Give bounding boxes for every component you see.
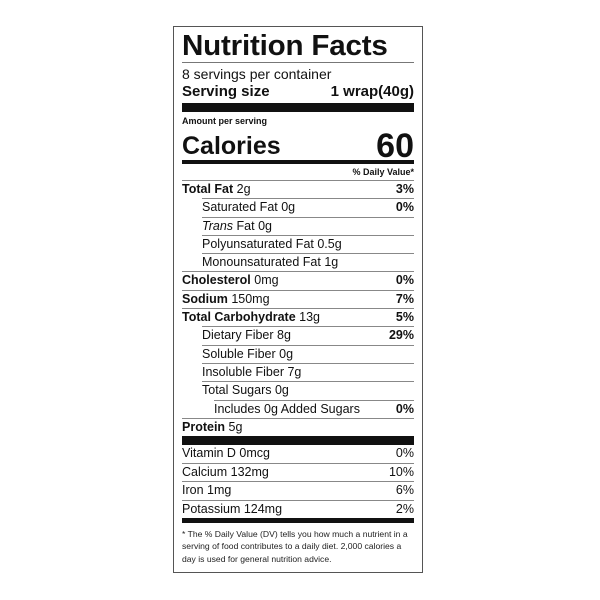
vitamin-dv: 10% <box>388 464 414 479</box>
nutrient-amount: 0g <box>279 346 294 361</box>
nutrient-name: Total Sugars <box>202 383 272 398</box>
nutrient-name: Polyunsaturated Fat <box>202 236 314 251</box>
serving-size-value: 1 wrap(40g) <box>330 83 414 100</box>
nutrient-name: Dietary Fiber <box>202 328 274 343</box>
nutrient-row-protein: Protein 5g <box>182 417 414 436</box>
nutrient-amount: 0g <box>258 218 272 233</box>
nutrient-dv: 29% <box>388 328 414 343</box>
nutrient-amount: 5g <box>228 419 243 434</box>
servings-per-container: 8 servings per container <box>182 66 332 82</box>
vitamin-name: Calcium 132mg <box>182 464 269 479</box>
footnote: * The % Daily Value (DV) tells you how m… <box>182 529 408 564</box>
vitamin-name: Vitamin D 0mcg <box>182 446 270 461</box>
nutrient-row-total-sugars: Total Sugars 0g <box>202 381 414 399</box>
serving-size: Serving size 1 wrap(40g) <box>182 83 414 101</box>
nutrient-amount: 150mg <box>231 291 270 306</box>
nutrient-amount: 0mg <box>254 273 279 288</box>
nutrient-row-trans-fat: Trans Fat 0g <box>202 216 414 235</box>
divider <box>182 62 414 63</box>
nutrient-amount: 7g <box>287 364 302 379</box>
thick-divider <box>182 436 414 446</box>
nutrient-name: Protein <box>182 419 226 434</box>
nutrient-amount: 0g <box>274 383 289 398</box>
nutrient-name: Total Carbohydrate <box>182 310 296 325</box>
calories-value: 60 <box>376 127 414 165</box>
nutrient-amount: 0.5g <box>317 236 342 251</box>
nutrient-name: Monounsaturated Fat <box>202 255 321 270</box>
nutrient-dv: 0% <box>395 200 414 215</box>
nutrient-dv: 5% <box>395 310 414 325</box>
nutrient-row-added-sugars: Includes 0g Added Sugars 0% <box>214 399 414 418</box>
calories-row: Calories 60 <box>182 126 414 165</box>
vitamin-name: Iron 1mg <box>182 483 232 498</box>
vitamin-dv: 0% <box>395 446 414 461</box>
vitamin-row-iron: Iron 1mg 6% <box>182 481 414 500</box>
calories-label: Calories <box>182 132 281 160</box>
vitamin-dv: 2% <box>395 501 414 516</box>
vitamin-row-potassium: Potassium 124mg 2% <box>182 499 414 519</box>
vitamin-dv: 6% <box>395 483 414 498</box>
nutrient-name-rest: Fat <box>236 218 255 233</box>
nutrient-name: Cholesterol <box>182 273 251 288</box>
nutrition-facts-label: Nutrition Facts 8 servings per container… <box>173 26 423 573</box>
nutrient-row-sodium: Sodium 150mg 7% <box>182 289 414 308</box>
nutrient-row-polyunsaturated-fat: Polyunsaturated Fat 0.5g <box>202 234 414 253</box>
vitamin-row-vitamin-d: Vitamin D 0mcg 0% <box>182 445 414 463</box>
nutrient-dv: 7% <box>395 291 414 306</box>
nutrient-name: Includes 0g Added Sugars <box>214 401 360 416</box>
daily-value-header: % Daily Value* <box>352 167 414 177</box>
nutrient-name: Sodium <box>182 291 228 306</box>
nutrient-name: Saturated Fat <box>202 200 278 215</box>
label-title: Nutrition Facts <box>182 30 388 62</box>
nutrient-amount: 2g <box>236 182 251 196</box>
nutrient-name: Insoluble Fiber <box>202 364 284 379</box>
nutrient-name: Trans <box>202 218 234 233</box>
nutrient-amount: 0g <box>281 200 296 215</box>
medium-divider <box>182 160 414 164</box>
thick-divider <box>182 103 414 112</box>
amount-per-serving: Amount per serving <box>182 116 268 126</box>
nutrient-row-dietary-fiber: Dietary Fiber 8g 29% <box>202 326 414 344</box>
vitamin-name: Potassium 124mg <box>182 501 283 516</box>
vitamin-row-calcium: Calcium 132mg 10% <box>182 462 414 482</box>
nutrient-row-cholesterol: Cholesterol 0mg 0% <box>182 271 414 289</box>
nutrient-name: Soluble Fiber <box>202 346 276 361</box>
nutrient-dv: 0% <box>395 401 414 416</box>
nutrient-row-total-fat: Total Fat 2g 3% <box>182 180 414 198</box>
nutrient-row-insoluble-fiber: Insoluble Fiber 7g <box>202 362 414 381</box>
nutrient-dv: 3% <box>395 182 414 196</box>
nutrient-amount: 13g <box>299 310 321 325</box>
nutrient-amount: 8g <box>277 328 291 343</box>
serving-size-label: Serving size <box>182 83 270 100</box>
nutrient-row-total-carbohydrate: Total Carbohydrate 13g 5% <box>182 308 414 326</box>
nutrient-row-saturated-fat: Saturated Fat 0g 0% <box>202 198 414 216</box>
nutrient-row-soluble-fiber: Soluble Fiber 0g <box>202 344 414 363</box>
nutrient-amount: 1g <box>324 255 339 270</box>
nutrient-name: Total Fat <box>182 182 234 196</box>
medium-divider <box>182 518 414 524</box>
nutrient-dv: 0% <box>395 273 414 288</box>
nutrient-row-monounsaturated-fat: Monounsaturated Fat 1g <box>202 253 414 271</box>
